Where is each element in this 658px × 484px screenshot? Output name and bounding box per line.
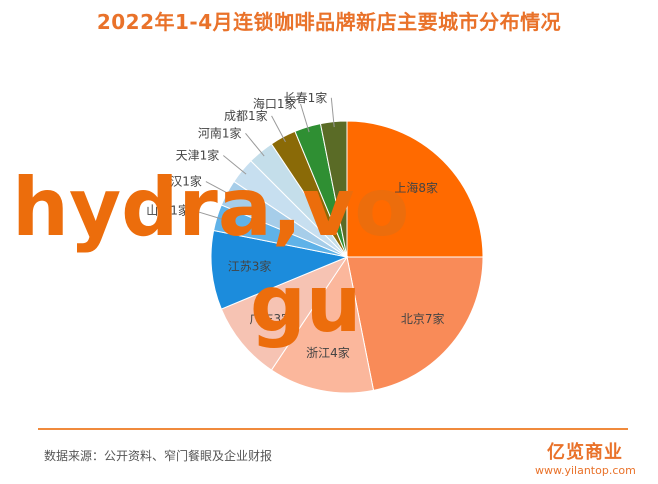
brand-logo: 亿览商业 (547, 442, 623, 463)
slice-label-8: 河南1家 (198, 125, 242, 140)
leader-line-10 (300, 103, 310, 133)
pie-slice-2 (270, 255, 375, 394)
slice-label-1: 北京7家 (401, 311, 445, 326)
slice-label-2: 浙江4家 (306, 345, 350, 360)
leader-line-9 (271, 115, 286, 143)
brand-url: www.yilantop.com (535, 464, 636, 477)
watermark-text-2: gu (250, 260, 362, 350)
slice-label-7: 天津1家 (176, 148, 220, 163)
pie-slices (210, 120, 484, 394)
leader-line-5 (193, 210, 223, 220)
slice-label-11: 长春1家 (284, 90, 328, 105)
pie-slice-4 (210, 229, 349, 310)
footer-divider (38, 428, 628, 430)
pie-slice-3 (220, 255, 349, 371)
slice-label-9: 成都1家 (224, 108, 268, 123)
slice-label-6: 武汉1家 (158, 174, 202, 189)
leader-line-7 (223, 155, 247, 175)
leader-lines (193, 97, 335, 220)
leader-line-6 (205, 181, 233, 196)
slice-label-3: 广东3家 (249, 311, 293, 326)
slice-label-4: 江苏3家 (228, 259, 272, 274)
source-note: 数据来源：公开资料、窄门餐眼及企业财报 (44, 449, 273, 463)
leader-line-11 (330, 97, 335, 128)
watermark-text: hydra,vo (12, 161, 410, 254)
leader-line-8 (245, 133, 265, 157)
slice-label-5: 山东1家 (146, 203, 190, 218)
pie-slice-1 (346, 256, 484, 391)
chart-title: 2022年1-4月连锁咖啡品牌新店主要城市分布情况 (96, 10, 562, 34)
slice-label-0: 上海8家 (394, 180, 438, 195)
pie-slice-0 (346, 120, 484, 258)
slice-label-10: 海口1家 (253, 96, 297, 111)
